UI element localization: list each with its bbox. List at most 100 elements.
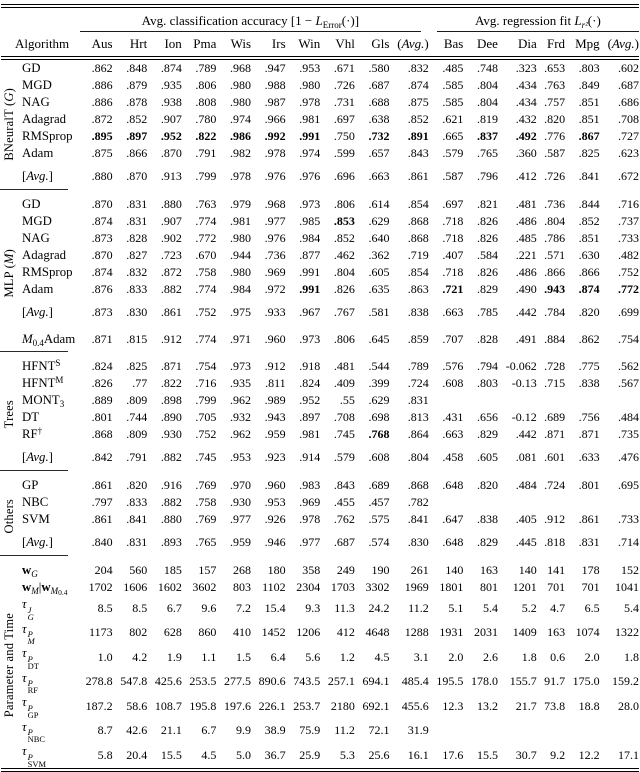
value-cell: .907: [160, 112, 182, 126]
value-cell: 197.6: [224, 698, 252, 713]
value-cell: .989: [264, 393, 286, 407]
value-cell: .707: [442, 332, 464, 346]
value-cell: .916: [160, 478, 182, 492]
value-cell: .851: [578, 95, 600, 109]
text-token: ]: [48, 305, 53, 319]
bold-value: .986: [230, 129, 252, 143]
value-cell: .806: [195, 78, 217, 92]
value-cell: .976: [264, 231, 286, 245]
value-cell: .486: [515, 214, 537, 228]
text-token: (·)]: [341, 13, 360, 28]
value-cell: .981: [230, 214, 252, 228]
value-cell: 159.2: [612, 674, 639, 689]
table-row: MGD .874 .831 .907 .774 .981 .977 .985 .853 .629.…: [1, 213, 639, 230]
value-cell: .697: [442, 197, 464, 211]
bold-value: .768: [368, 427, 390, 441]
value-cell: .633: [578, 450, 600, 464]
value-cell: 226.1: [258, 698, 286, 713]
text-token: MLP (: [2, 264, 16, 298]
value-cell: .886: [91, 78, 113, 92]
value-cell: .736: [544, 197, 566, 211]
value-cell: 15.5: [160, 747, 182, 762]
text-token: Irs: [271, 36, 286, 51]
value-cell: .833: [126, 282, 148, 296]
value-cell: .985: [299, 214, 321, 228]
value-cell: .671: [333, 61, 355, 75]
value-cell: .912: [544, 512, 566, 526]
row-label: Adam: [18, 145, 78, 162]
value-cell: .844: [578, 197, 600, 211]
value-cell: 108.7: [154, 698, 182, 713]
value-cell: 1.8: [624, 649, 639, 664]
text-token: GD: [22, 61, 41, 75]
subscript: M: [27, 636, 35, 646]
value-cell: .362: [368, 248, 390, 262]
value-cell: .960: [264, 478, 286, 492]
value-cell: .980: [230, 78, 252, 92]
text-token: w: [22, 580, 32, 594]
value-cell: 485.4: [401, 674, 429, 689]
value-cell: .458: [442, 450, 464, 464]
value-cell: .484: [618, 410, 639, 424]
row-label: [Avg.]: [18, 528, 78, 555]
value-cell: .782: [407, 495, 429, 509]
value-cell: 163: [547, 625, 566, 640]
value-cell: 58.6: [126, 698, 148, 713]
value-cell: .614: [368, 197, 390, 211]
value-cell: 15.5: [476, 747, 498, 762]
value-cell: .824: [91, 359, 113, 373]
value-cell: .826: [91, 376, 113, 390]
value-cell: .599: [333, 146, 355, 160]
text-token: τ: [22, 744, 27, 758]
value-cell: .775: [578, 359, 600, 373]
row-label: GP: [18, 470, 78, 494]
table-row: Adagrad .872 .852 .907 .780 .974 .966 .981 .697.…: [1, 111, 639, 128]
subscript: NBC: [27, 734, 46, 744]
value-cell: .890: [160, 410, 182, 424]
value-cell: .442: [515, 427, 537, 441]
text-token: [: [22, 305, 27, 319]
value-cell: 3302: [365, 580, 390, 594]
value-cell: .756: [578, 410, 600, 424]
value-cell: 860: [198, 625, 217, 640]
value-cell: .804: [333, 265, 355, 279]
value-cell: 25.9: [299, 747, 321, 762]
value-cell: .980: [299, 78, 321, 92]
group-label-text: Trees: [2, 400, 17, 428]
subscript: RF: [27, 685, 38, 695]
value-cell: .868: [91, 427, 113, 441]
value-cell: 21.1: [160, 723, 182, 738]
bold-value: .891: [407, 129, 429, 143]
value-cell: 1074: [575, 625, 600, 640]
value-cell: .663: [442, 427, 464, 441]
value-cell: .750: [333, 129, 355, 143]
row-label: [Avg.]: [18, 162, 78, 189]
value-cell: 1173: [89, 625, 113, 640]
text-token: Aus: [91, 36, 113, 51]
value-cell: .973: [299, 332, 321, 346]
value-cell: .689: [368, 478, 390, 492]
value-cell: 75.9: [299, 723, 321, 738]
value-cell: .579: [333, 450, 355, 464]
value-cell: .879: [126, 78, 148, 92]
value-cell: .797: [91, 495, 113, 509]
text-token: (: [397, 36, 402, 51]
value-cell: 425.6: [154, 674, 182, 689]
value-cell: .843: [333, 478, 355, 492]
value-cell: .476: [618, 450, 639, 464]
table-row: τ J G 8.5 8.5 6.7 9.6 7.2 15.4 9.3 11.3 24.2 11.2 5.1…: [1, 596, 639, 621]
value-cell: -0.12: [511, 410, 537, 424]
value-cell: 803: [233, 580, 252, 594]
text-token: M: [55, 375, 64, 385]
value-cell: .953: [264, 495, 286, 509]
text-token: Dee: [477, 36, 498, 51]
column-header: Dee: [463, 32, 498, 60]
value-cell: 1452: [261, 625, 286, 640]
value-cell: .786: [544, 231, 566, 245]
value-cell: .851: [578, 112, 600, 126]
value-cell: .874: [91, 265, 113, 279]
value-cell: .763: [544, 78, 566, 92]
value-cell: [537, 494, 565, 511]
superscript: P: [27, 727, 33, 737]
value-cell: .815: [126, 332, 148, 346]
